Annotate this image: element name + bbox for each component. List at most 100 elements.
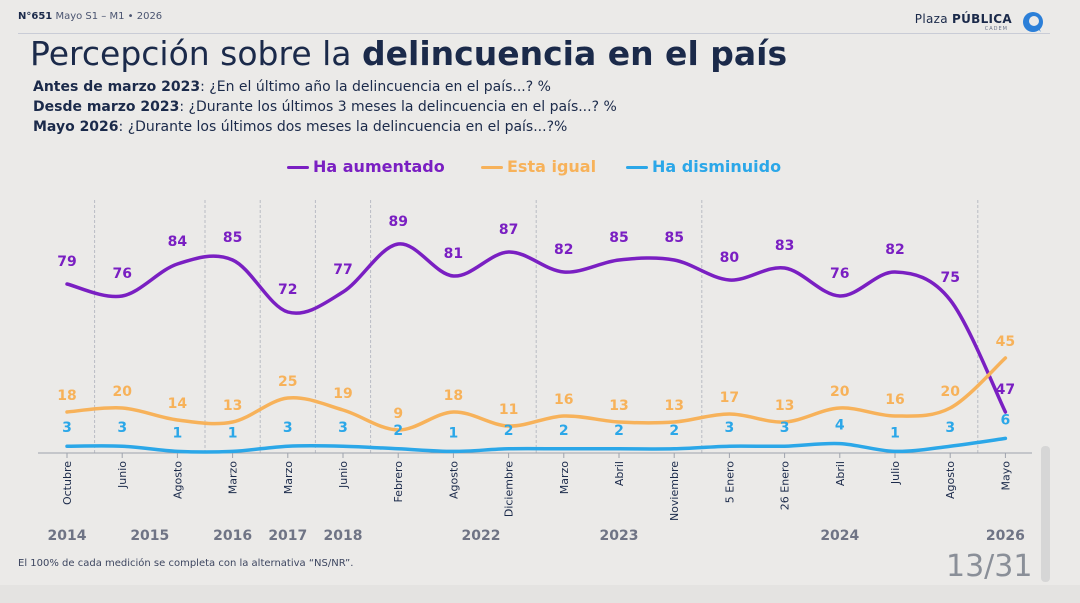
data-point [287,311,289,313]
data-label: 85 [223,230,242,246]
data-point [232,259,234,261]
brand-logo: Plaza PÚBLICA [914,12,1012,26]
brand-sub: CADEM [984,26,1008,32]
legend-swatch [626,166,648,169]
subtitle-3: Mayo 2026: ¿Durante los últimos dos mese… [33,119,568,135]
data-label: 87 [499,222,518,238]
data-label: 1 [449,425,459,441]
data-label: 82 [885,242,904,258]
data-point [1004,357,1006,359]
data-label: 16 [885,392,904,408]
data-label: 13 [664,398,683,414]
data-point [452,450,454,452]
x-tick-label: Abril [834,461,847,486]
data-label: 20 [112,384,132,400]
data-point [452,275,454,277]
data-label: 79 [57,254,76,270]
year-label: 2022 [462,528,501,544]
data-point [894,415,896,417]
data-label: 18 [57,388,76,404]
data-label: 2 [559,423,569,439]
data-label: 11 [499,402,518,418]
page-number: 13/31 [946,549,1033,584]
data-label: 17 [720,390,739,406]
year-label: 2018 [324,528,363,544]
x-tick-label: 5 Enero [723,461,736,503]
data-label: 20 [830,384,850,400]
data-point [176,419,178,421]
data-label: 1 [173,425,183,441]
data-point [784,421,786,423]
data-label: 77 [333,262,352,278]
data-label: 80 [720,250,740,266]
scrollbar[interactable] [1041,446,1050,582]
legend-swatch [287,166,309,169]
x-tick-label: Marzo [227,461,240,495]
legend-item-aumentado: Ha aumentado [287,157,445,176]
data-point [121,295,123,297]
data-point [563,415,565,417]
header-divider [18,33,1050,34]
data-point [121,445,123,447]
data-label: 47 [996,382,1015,398]
issue-info: N°651 Mayo S1 – M1 • 2026 [18,11,163,22]
x-tick-label: Noviembre [668,461,681,521]
year-label: 2015 [130,528,169,544]
x-tick-label: Mayo [999,461,1012,491]
year-label: 2017 [268,528,307,544]
x-tick-label: Diciembre [503,461,516,517]
data-point [784,445,786,447]
data-point [563,271,565,273]
data-point [618,448,620,450]
data-label: 3 [780,420,790,436]
data-label: 4 [835,418,845,434]
x-tick-label: Agosto [171,461,184,499]
data-label: 83 [775,238,794,254]
legend-swatch [481,166,503,169]
data-label: 20 [940,384,960,400]
data-point [728,445,730,447]
data-label: 2 [393,423,403,439]
data-label: 2 [669,423,679,439]
page-title: Percepción sobre la delincuencia en el p… [30,34,788,73]
data-point [839,407,841,409]
x-tick-label: Agosto [944,461,957,499]
x-tick-label: 26 Enero [779,461,792,510]
x-tick-label: Agosto [447,461,460,499]
series-line [65,356,1008,432]
legend-item-disminuido: Ha disminuido [626,157,781,176]
data-label: 14 [168,396,188,412]
data-point [728,279,730,281]
data-label: 13 [775,398,794,414]
data-point [342,291,344,293]
data-point [673,259,675,261]
data-label: 3 [945,420,955,436]
data-point [508,251,510,253]
data-label: 3 [62,420,72,436]
data-label: 85 [609,230,628,246]
data-point [618,421,620,423]
data-label: 3 [338,420,348,436]
data-point [894,271,896,273]
data-label: 76 [830,266,849,282]
data-label: 3 [283,420,293,436]
x-tick-label: Marzo [558,461,571,495]
data-point [452,411,454,413]
x-tick-label: Febrero [392,461,405,503]
year-label: 2023 [600,528,639,544]
subtitle-2: Desde marzo 2023: ¿Durante los últimos 3… [33,99,617,115]
data-point [1004,437,1006,439]
data-label: 9 [393,406,403,422]
year-label: 2026 [986,528,1025,544]
data-label: 81 [444,246,463,262]
data-label: 13 [609,398,628,414]
data-label: 18 [444,388,463,404]
data-label: 75 [940,270,959,286]
data-label: 76 [112,266,131,282]
data-point [673,421,675,423]
data-point [839,443,841,445]
series-line [65,436,1008,454]
data-point [232,421,234,423]
data-point [176,450,178,452]
